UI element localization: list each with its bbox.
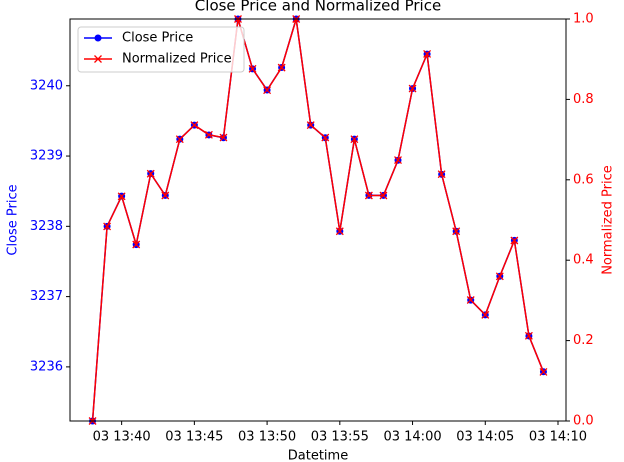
- y-axis-label: Close Price: [6, 184, 21, 255]
- point: [190, 121, 199, 130]
- point: [146, 169, 155, 178]
- x-tick-label: 03 13:50: [238, 430, 296, 445]
- point: [277, 63, 286, 72]
- y2-tick-label: 1.0: [573, 12, 594, 27]
- point: [204, 130, 213, 139]
- x-tick-label: 03 14:00: [383, 430, 441, 445]
- point: [364, 191, 373, 200]
- point: [510, 236, 519, 245]
- point: [379, 191, 388, 200]
- y2-tick-label: 0.6: [573, 172, 594, 187]
- y-tick-label: 3236: [30, 359, 63, 374]
- point: [437, 170, 446, 179]
- point: [466, 296, 475, 304]
- point: [350, 135, 359, 144]
- point: [103, 222, 112, 231]
- x-tick-label: 03 14:10: [529, 430, 587, 445]
- point: [219, 133, 228, 142]
- point: [132, 240, 141, 249]
- x-tick-label: 03 13:55: [311, 430, 369, 445]
- point: [94, 55, 102, 63]
- chart-title: Close Price and Normalized Price: [195, 0, 441, 15]
- point: [175, 135, 184, 144]
- x-tick-label: 03 13:40: [93, 430, 151, 445]
- legend-label: Close Price: [122, 31, 193, 46]
- point: [321, 133, 330, 142]
- y-tick-label: 3240: [30, 78, 63, 93]
- plot-frame: [69, 18, 567, 422]
- series: [88, 15, 548, 425]
- point: [161, 191, 170, 200]
- point: [481, 310, 490, 319]
- point: [335, 227, 344, 236]
- y-tick-label: 3237: [30, 289, 63, 304]
- legend-box: [77, 26, 245, 73]
- point: [248, 64, 257, 73]
- y-tick-label: 3239: [30, 149, 63, 164]
- x-axis-label: Datetime: [288, 449, 348, 462]
- x-tick-label: 03 13:45: [165, 430, 223, 445]
- point: [117, 192, 126, 201]
- point: [394, 156, 402, 165]
- point: [452, 227, 461, 236]
- point: [306, 121, 315, 130]
- point: [495, 272, 504, 281]
- point: [524, 331, 533, 340]
- x-tick-label: 03 14:05: [456, 430, 514, 445]
- y2-tick-label: 0.2: [573, 333, 594, 348]
- series-line: [91, 18, 545, 422]
- y-tick-label: 3238: [30, 219, 63, 234]
- point: [263, 86, 272, 95]
- point: [539, 367, 548, 376]
- y2-tick-label: 0.4: [573, 253, 594, 268]
- y2-tick-label: 0.0: [573, 414, 594, 429]
- y2-axis-label: Normalized Price: [601, 165, 616, 275]
- point: [408, 84, 417, 93]
- legend-label: Normalized Price: [122, 52, 232, 67]
- point: [423, 50, 432, 58]
- y2-tick-label: 0.8: [573, 92, 594, 107]
- point: [94, 34, 102, 42]
